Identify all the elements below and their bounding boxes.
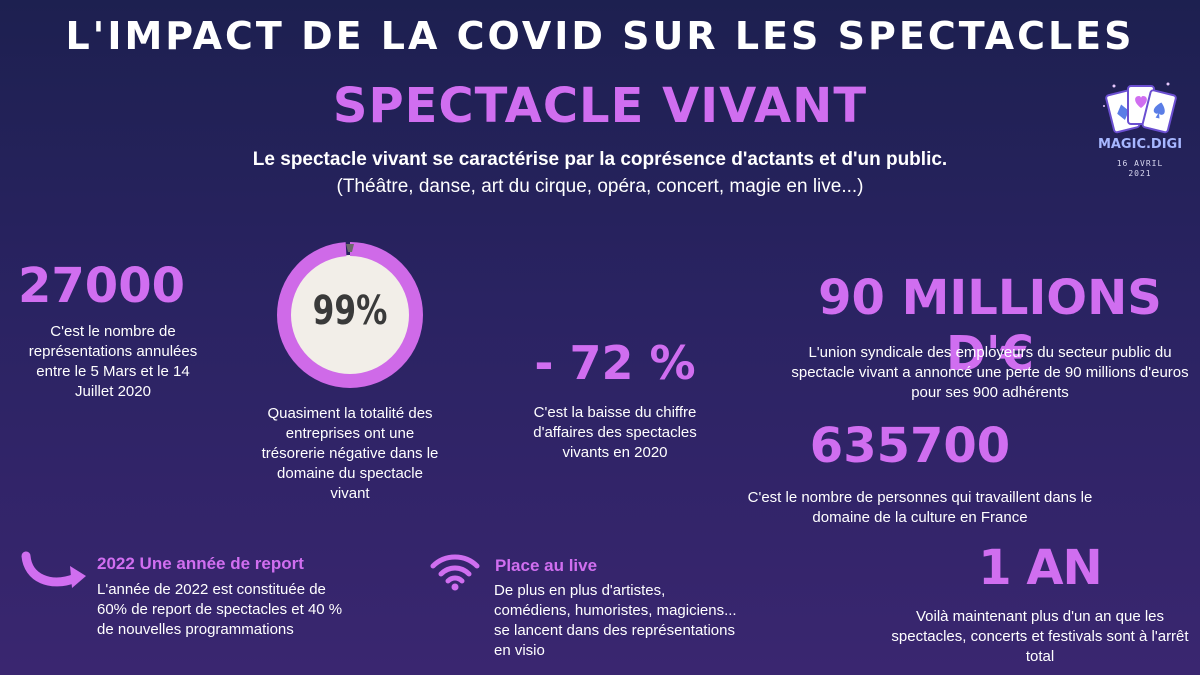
stat-perte-description: L'union syndicale des employeurs du sect…	[791, 344, 1189, 401]
intro-examples: (Théâtre, danse, art du cirque, opéra, c…	[336, 176, 864, 197]
main-title: L'IMPACT DE LA COVID SUR LES SPECTACLES	[65, 14, 1135, 58]
stat-chiffre-affaires-description: C'est la baisse du chiffre d'affaires de…	[533, 404, 697, 461]
report-description: L'année de 2022 est constituée de 60% de…	[97, 581, 343, 638]
live-description: De plus en plus d'artistes, comédiens, h…	[494, 582, 737, 659]
wifi-icon	[430, 554, 480, 591]
tresorerie-donut: 99%	[275, 240, 425, 390]
stat-representations-description: C'est le nombre de représentations annul…	[28, 323, 198, 400]
curved-arrow-icon	[21, 551, 86, 588]
stat-tresorerie-value: 99%	[312, 288, 388, 334]
stat-duree-description: Voilà maintenant plus d'un an que les sp…	[891, 608, 1189, 665]
playing-cards-icon	[1103, 82, 1177, 134]
stat-chiffre-affaires-value: - 72 %	[534, 336, 696, 390]
stat-travailleurs-description: C'est le nombre de personnes qui travail…	[747, 489, 1093, 526]
live-title: Place au live	[495, 556, 598, 575]
magic-digi-logo: MAGIC.DIGI 16 AVRIL 2021	[1090, 78, 1190, 178]
stat-duree-value: 1 AN	[978, 540, 1102, 596]
stat-tresorerie-description: Quasiment la totalité des entreprises on…	[261, 405, 439, 502]
section-title: SPECTACLE VIVANT	[332, 78, 868, 134]
stat-representations-value: 27000	[18, 258, 185, 314]
donut-ring	[277, 242, 423, 388]
logo-name: MAGIC.DIGI	[1097, 137, 1183, 152]
intro-definition: Le spectacle vivant se caractérise par l…	[252, 149, 948, 170]
logo-date-day: 16 AVRIL	[1116, 159, 1164, 168]
stat-travailleurs-value: 635700	[809, 418, 1011, 474]
stat-perte-value: 90 MILLIONS D'€	[818, 270, 1162, 382]
donut-marker	[346, 244, 354, 252]
logo-date-year: 2021	[1128, 169, 1152, 178]
report-title: 2022 Une année de report	[97, 554, 304, 573]
